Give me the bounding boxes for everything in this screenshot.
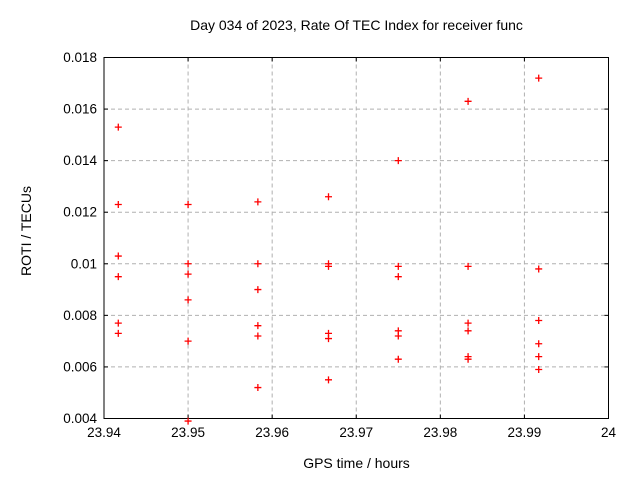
data-point-marker <box>184 270 192 278</box>
x-tick-label: 23.98 <box>423 425 457 440</box>
x-tick-label: 23.97 <box>339 425 373 440</box>
data-point-marker <box>325 376 333 384</box>
data-point-marker <box>254 322 262 330</box>
y-tick-label: 0.006 <box>63 359 97 374</box>
data-point-marker <box>114 273 122 281</box>
y-tick-label: 0.012 <box>63 205 97 220</box>
data-point-marker <box>394 157 402 165</box>
data-point-marker <box>184 417 192 425</box>
data-point-marker <box>254 260 262 268</box>
grid-layer <box>104 57 609 419</box>
data-point-marker <box>184 260 192 268</box>
data-point-marker <box>394 273 402 281</box>
x-tick-label: 23.94 <box>87 425 121 440</box>
y-tick-label: 0.004 <box>63 411 97 426</box>
data-point-marker <box>114 200 122 208</box>
data-point-marker <box>184 200 192 208</box>
data-point-marker <box>464 262 472 270</box>
data-point-marker <box>114 319 122 327</box>
y-tick-label: 0.018 <box>63 50 97 65</box>
x-tick-label: 23.99 <box>508 425 542 440</box>
data-point-marker <box>114 123 122 131</box>
data-point-marker <box>254 332 262 340</box>
data-point-marker <box>254 286 262 294</box>
data-point-marker <box>394 355 402 363</box>
data-point-marker <box>464 327 472 335</box>
data-point-marker <box>535 353 543 361</box>
x-tick-labels: 23.94 23.95 23.96 23.97 23.98 23.99 24 <box>87 425 616 440</box>
data-point-marker <box>254 198 262 206</box>
data-point-marker <box>464 97 472 105</box>
data-point-marker <box>464 355 472 363</box>
x-tick-label: 23.95 <box>171 425 205 440</box>
y-tick-label: 0.01 <box>71 256 97 271</box>
tick-layer <box>103 57 609 419</box>
data-point-marker <box>184 296 192 304</box>
x-tick-label: 24 <box>601 425 617 440</box>
y-tick-label: 0.016 <box>63 102 97 117</box>
data-point-marker <box>325 335 333 343</box>
data-point-marker <box>184 337 192 345</box>
y-tick-label: 0.008 <box>63 308 97 323</box>
data-point-marker <box>535 74 543 82</box>
data-point-marker <box>535 366 543 374</box>
data-point-marker <box>394 332 402 340</box>
data-point-marker <box>325 193 333 201</box>
points-layer <box>114 74 543 425</box>
data-point-marker <box>535 340 543 348</box>
data-point-marker <box>114 252 122 260</box>
x-axis-label: GPS time / hours <box>303 455 410 471</box>
data-point-marker <box>114 329 122 337</box>
data-point-marker <box>535 265 543 273</box>
data-point-marker <box>535 317 543 325</box>
data-point-marker <box>394 262 402 270</box>
x-tick-label: 23.96 <box>255 425 289 440</box>
data-point-marker <box>464 319 472 327</box>
data-point-marker <box>325 262 333 270</box>
chart-title: Day 034 of 2023, Rate Of TEC Index for r… <box>190 17 523 33</box>
data-point-marker <box>254 384 262 392</box>
plot-border <box>103 57 609 419</box>
y-tick-label: 0.014 <box>63 153 97 168</box>
y-tick-labels: 0.004 0.006 0.008 0.01 0.012 0.014 0.016 0.018 <box>63 50 97 426</box>
